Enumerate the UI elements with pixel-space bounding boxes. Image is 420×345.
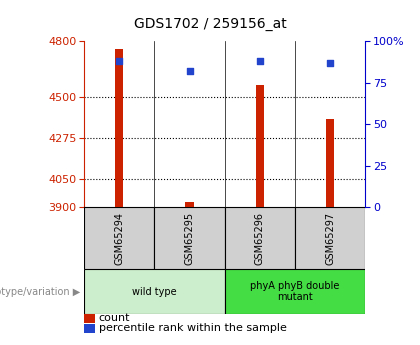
- Text: GSM65297: GSM65297: [325, 211, 335, 265]
- Bar: [225, 269, 365, 314]
- Text: GSM65296: GSM65296: [255, 211, 265, 265]
- Bar: [256, 85, 264, 207]
- Bar: [115, 49, 123, 207]
- Bar: [84, 269, 225, 314]
- Bar: [84, 207, 155, 269]
- Bar: [295, 207, 365, 269]
- Text: genotype/variation ▶: genotype/variation ▶: [0, 287, 80, 296]
- Text: GDS1702 / 259156_at: GDS1702 / 259156_at: [134, 17, 286, 31]
- Point: [257, 59, 263, 64]
- Text: percentile rank within the sample: percentile rank within the sample: [99, 324, 286, 333]
- Point: [186, 68, 193, 74]
- Text: count: count: [99, 313, 130, 323]
- Text: GSM65294: GSM65294: [114, 211, 124, 265]
- Bar: [185, 202, 194, 207]
- Point: [327, 60, 333, 66]
- Text: phyA phyB double
mutant: phyA phyB double mutant: [250, 281, 340, 302]
- Point: [116, 59, 123, 64]
- Text: wild type: wild type: [132, 287, 177, 296]
- Bar: [225, 207, 295, 269]
- Bar: [155, 207, 225, 269]
- Bar: [326, 119, 334, 207]
- Text: GSM65295: GSM65295: [184, 211, 194, 265]
